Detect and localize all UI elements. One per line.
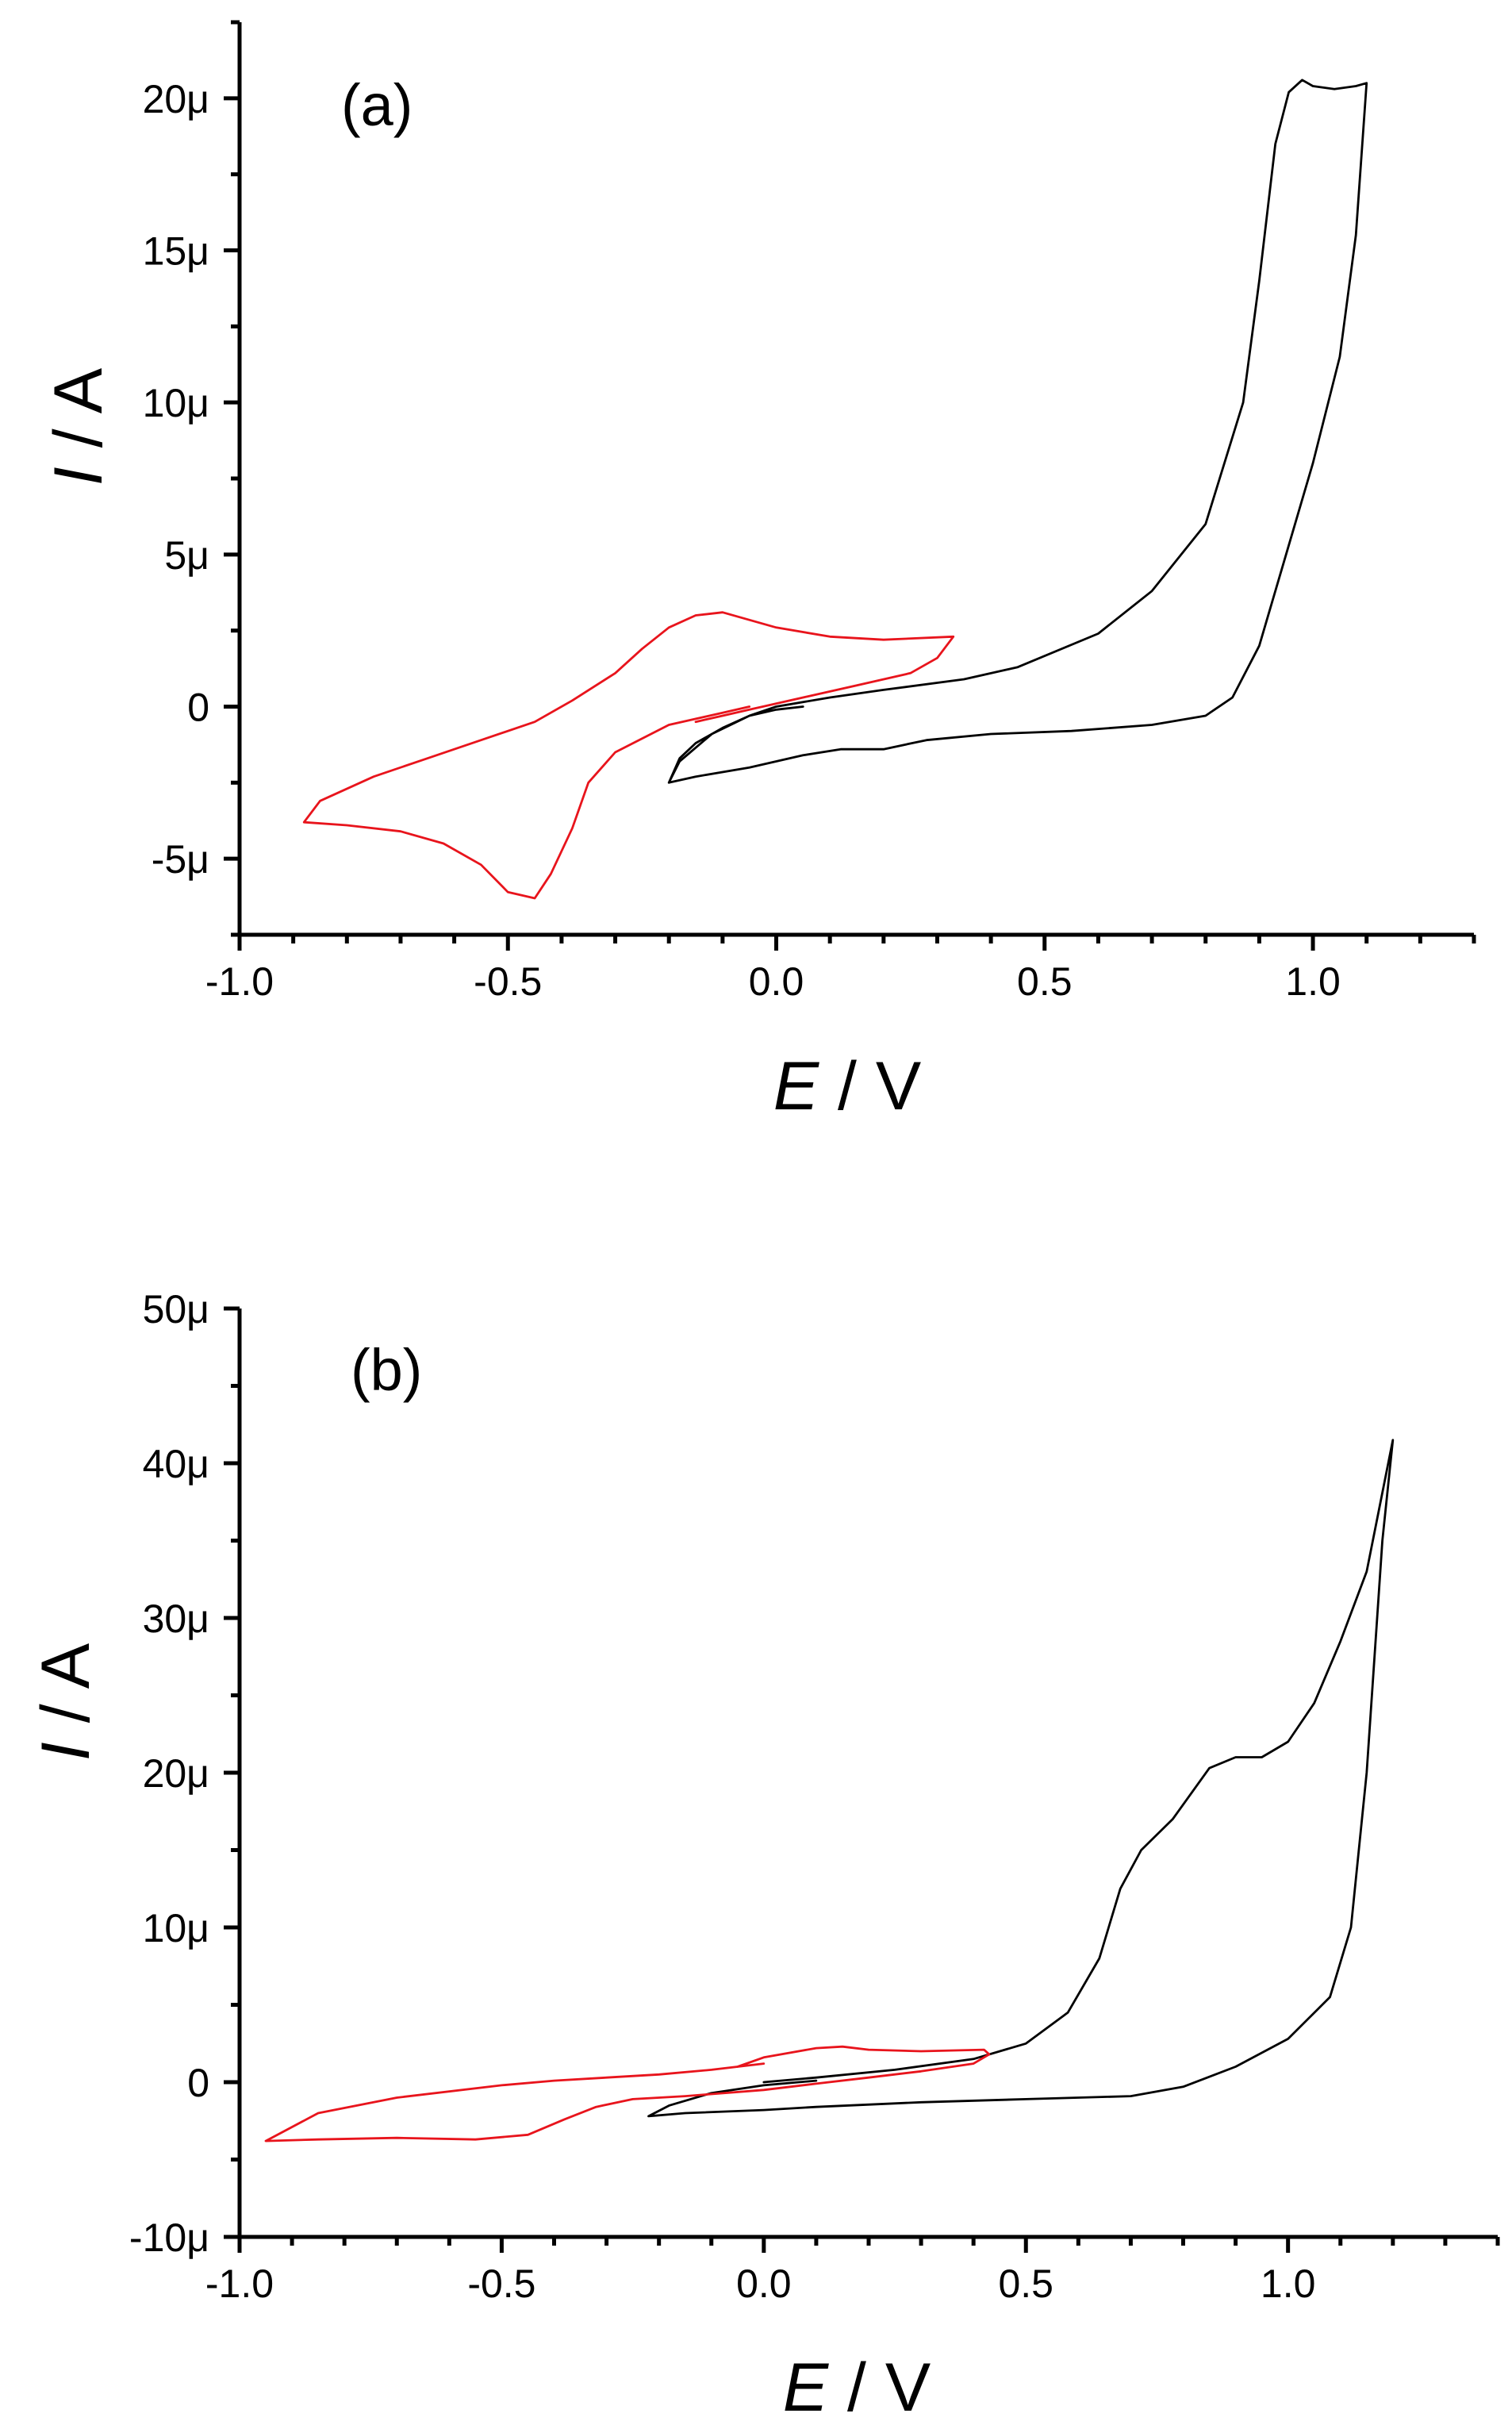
chart-panel-a: -1.0 -0.5 0.0 0.5 1.0 -5μ 0 5μ 10μ 15μ 20μ (a) E /… bbox=[40, 20, 1476, 1124]
x-tick-label-b: 1.0 bbox=[1261, 2262, 1316, 2306]
y-tick-label-a: 0 bbox=[187, 686, 209, 730]
y-axis-title-unit-b: / A bbox=[28, 1643, 104, 1742]
y-tick-label-a: 15μ bbox=[143, 229, 209, 274]
x-axis-title-a: E / V bbox=[773, 1048, 921, 1124]
x-tick-label-b: -0.5 bbox=[467, 2262, 535, 2306]
y-axis-title-b: I / A bbox=[28, 1643, 104, 1761]
x-axis-title-b: E / V bbox=[783, 2350, 931, 2421]
x-tick-label-a: -0.5 bbox=[474, 959, 542, 1004]
y-axis-title-symbol-b: I bbox=[28, 1742, 104, 1761]
y-tick-label-b: 10μ bbox=[143, 1906, 209, 1950]
y-tick-label-a: 10μ bbox=[143, 381, 209, 425]
y-tick-label-a: -5μ bbox=[152, 837, 209, 882]
y-tick-label-b: -10μ bbox=[129, 2215, 209, 2260]
y-axis-title-a: I / A bbox=[40, 367, 117, 486]
x-axis-title-unit-b: / V bbox=[828, 2350, 931, 2421]
x-tick-label-a: 0.5 bbox=[1017, 959, 1073, 1004]
y-tick-label-b: 50μ bbox=[143, 1287, 209, 1332]
series-line-b-red bbox=[264, 2045, 991, 2142]
x-tick-label-b: 0.5 bbox=[998, 2262, 1053, 2306]
x-tick-label-b: -1.0 bbox=[205, 2262, 274, 2306]
y-tick-label-b: 30μ bbox=[143, 1597, 209, 1641]
x-axis-title-symbol-b: E bbox=[783, 2350, 830, 2421]
x-tick-label-a: -1.0 bbox=[205, 959, 274, 1004]
y-axis-title-symbol-a: I bbox=[40, 467, 117, 486]
y-tick-label-b: 0 bbox=[187, 2061, 209, 2105]
y-tick-label-b: 20μ bbox=[143, 1751, 209, 1796]
panel-label-b: (b) bbox=[351, 1337, 422, 1403]
y-axis-title-unit-a: / A bbox=[40, 367, 117, 467]
x-tick-label-a: 1.0 bbox=[1285, 959, 1341, 1004]
x-axis-title-symbol-a: E bbox=[773, 1048, 820, 1124]
panel-label-a: (a) bbox=[341, 72, 413, 138]
y-tick-label-a: 5μ bbox=[164, 533, 209, 578]
series-line-b-black bbox=[647, 1439, 1395, 2118]
y-tick-label-a: 20μ bbox=[143, 77, 209, 121]
chart-panel-b: -1.0 -0.5 0.0 0.5 1.0 -10μ 0 10μ 20μ 30μ 40μ 50μ (b… bbox=[28, 1287, 1500, 2421]
x-tick-label-b: 0.0 bbox=[736, 2262, 792, 2306]
y-tick-label-b: 40μ bbox=[143, 1442, 209, 1486]
x-tick-label-a: 0.0 bbox=[749, 959, 804, 1004]
x-axis-title-unit-a: / V bbox=[819, 1048, 921, 1124]
series-line-a-red bbox=[302, 611, 955, 900]
series-line-a-black bbox=[667, 79, 1368, 784]
